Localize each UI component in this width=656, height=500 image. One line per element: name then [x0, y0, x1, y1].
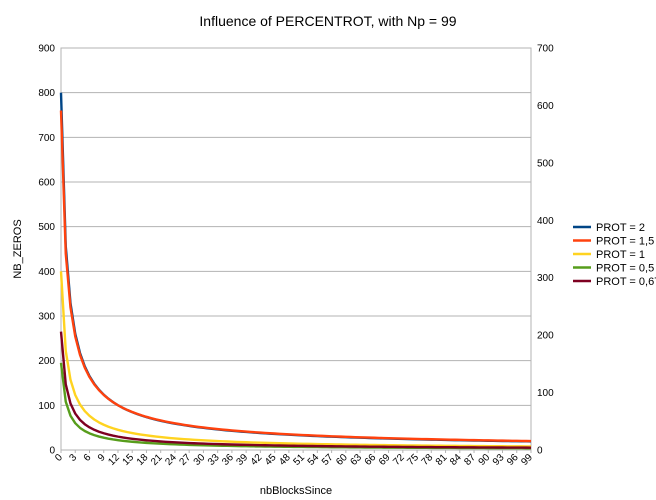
y-axis-ticks: 0 100 200 300 400 500 600 700 800 900 — [38, 44, 55, 457]
chart-title: Influence of PERCENTROT, with Np = 99 — [199, 13, 456, 29]
series-lines — [59, 92, 532, 450]
y-tick-label: 800 — [38, 88, 55, 99]
y-tick-label: 200 — [38, 356, 55, 367]
y2-tick-label: 300 — [537, 273, 554, 284]
y2-tick-label: 700 — [537, 44, 554, 55]
x-tick-label: 0 — [53, 452, 65, 464]
y2-tick-label: 600 — [537, 101, 554, 112]
y-tick-label: 900 — [38, 44, 55, 55]
legend-label: PROT = 1 — [596, 249, 645, 261]
x-axis-label: nbBlocksSince — [260, 485, 332, 497]
series-line — [59, 331, 532, 449]
y-axis-label: NB_ZEROS — [12, 219, 24, 278]
y2-tick-label: 400 — [537, 216, 554, 227]
secondary-y-axis-ticks: 0 100 200 300 400 500 600 700 — [537, 44, 554, 457]
x-tick-label: 6 — [82, 452, 94, 464]
y2-tick-label: 100 — [537, 388, 554, 399]
y2-tick-label: 0 — [537, 446, 543, 457]
y2-tick-label: 500 — [537, 158, 554, 169]
series-line — [59, 271, 532, 448]
legend-label: PROT = 0,5 — [596, 263, 654, 275]
y-tick-label: 100 — [38, 401, 55, 412]
y-tick-label: 700 — [38, 133, 55, 144]
x-tick-label: 9 — [96, 452, 108, 464]
y-tick-label: 0 — [49, 446, 55, 457]
grid-lines — [61, 92, 531, 406]
legend-label: PROT = 1,5 — [596, 236, 654, 248]
x-tick-label: 99 — [519, 452, 535, 468]
series-line — [59, 92, 532, 443]
y-tick-label: 500 — [38, 222, 55, 233]
x-tick-label: 3 — [68, 452, 80, 464]
y-tick-label: 600 — [38, 178, 55, 189]
y-tick-label: 300 — [38, 312, 55, 323]
y2-tick-label: 200 — [537, 331, 554, 342]
x-axis-ticks: 0 3 6 9121518212427303336394245485154576063… — [53, 450, 535, 468]
legend-label: PROT = 0,67 — [596, 276, 656, 288]
plot-frame — [60, 47, 532, 451]
legend-label: PROT = 2 — [596, 222, 645, 234]
y-tick-label: 400 — [38, 267, 55, 278]
series-line — [59, 110, 532, 443]
